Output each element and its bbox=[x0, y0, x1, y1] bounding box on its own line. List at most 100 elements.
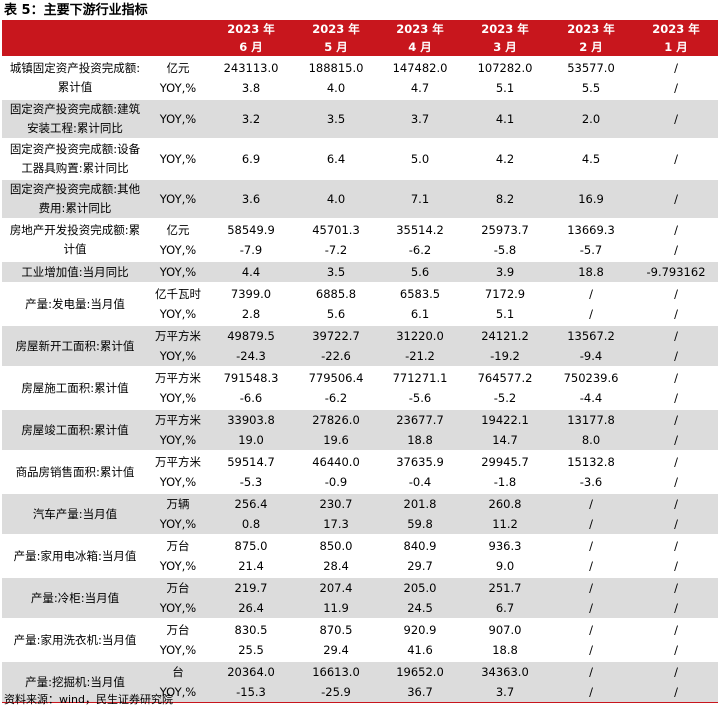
value-cell: 9.0 bbox=[495, 559, 515, 573]
value-cell: 58549.9 bbox=[227, 223, 275, 237]
value-cell: 779506.4 bbox=[308, 371, 364, 385]
unit-cell: 万台 bbox=[148, 577, 208, 598]
header-month: 3 月 bbox=[462, 38, 548, 57]
value-cell: 3.7 bbox=[378, 99, 462, 139]
value-cell: / bbox=[634, 179, 718, 219]
value-cell: / bbox=[674, 455, 678, 469]
indicator-label: 房屋新开工面积:累计值 bbox=[2, 325, 148, 367]
unit-cell: YOY,% bbox=[159, 475, 197, 489]
indicator-label: 产量:冷柜:当月值 bbox=[2, 577, 148, 619]
value-cell: / bbox=[634, 661, 718, 682]
value-cell: -21.2 bbox=[378, 346, 462, 367]
value-cell: 23677.7 bbox=[378, 409, 462, 430]
value-cell: 830.5 bbox=[234, 623, 268, 637]
value-cell: 6.7 bbox=[462, 598, 548, 619]
source-note: 资料来源：wind，民生证券研究院 bbox=[4, 693, 174, 706]
value-cell: 764577.2 bbox=[477, 371, 533, 385]
value-cell: 256.4 bbox=[208, 493, 294, 514]
value-cell: 11.9 bbox=[294, 598, 378, 619]
value-cell: 16.9 bbox=[548, 179, 634, 219]
value-cell: 840.9 bbox=[403, 539, 437, 553]
row-group: 房屋竣工面积:累计值 万平方米 33903.8 27826.0 23677.7 19422… bbox=[2, 409, 718, 451]
row-group: 固定资产投资完成额:建筑安装工程:累计同比 YOY,% 3.2 3.5 3.7 4.1 2.… bbox=[2, 99, 718, 139]
row-group: 固定资产投资完成额:其他费用:累计同比 YOY,% 3.6 4.0 7.1 8.2 16.9… bbox=[2, 179, 718, 219]
header-year: 2023 年 bbox=[462, 20, 548, 38]
value-cell: 205.0 bbox=[378, 577, 462, 598]
row-group: 房屋新开工面积:累计值 万平方米 49879.5 39722.7 31220.0 2412… bbox=[2, 325, 718, 367]
value-cell: 36.7 bbox=[378, 682, 462, 703]
value-cell: 260.8 bbox=[462, 493, 548, 514]
value-cell: 8.0 bbox=[548, 430, 634, 451]
header-year: 2023 年 bbox=[548, 20, 634, 38]
unit-cell: 亿元 bbox=[166, 61, 190, 75]
value-cell: 13567.2 bbox=[548, 325, 634, 346]
value-cell: -19.2 bbox=[462, 346, 548, 367]
value-cell: 107282.0 bbox=[477, 61, 533, 75]
unit-cell: YOY,% bbox=[148, 430, 208, 451]
value-cell: 34363.0 bbox=[462, 661, 548, 682]
value-cell: 5.6 bbox=[378, 261, 462, 283]
value-cell: 18.8 bbox=[378, 430, 462, 451]
value-cell: -0.9 bbox=[324, 475, 348, 489]
value-cell: -9.793162 bbox=[634, 261, 718, 283]
header-year: 2023 年 bbox=[294, 20, 378, 38]
value-cell: / bbox=[674, 475, 678, 489]
value-cell: / bbox=[634, 325, 718, 346]
value-cell: -15.3 bbox=[208, 682, 294, 703]
table-row: YOY,% 0.8 17.3 59.8 11.2// bbox=[2, 514, 718, 535]
value-cell: / bbox=[674, 61, 678, 75]
value-cell: 4.0 bbox=[294, 179, 378, 219]
header-year: 2023 年 bbox=[378, 20, 462, 38]
value-cell: 4.1 bbox=[462, 99, 548, 139]
value-cell: 920.9 bbox=[403, 623, 437, 637]
value-cell: 46440.0 bbox=[312, 455, 360, 469]
value-cell: 24.5 bbox=[378, 598, 462, 619]
value-cell: -6.2 bbox=[408, 243, 432, 257]
value-cell: 243113.0 bbox=[223, 61, 279, 75]
value-cell: 13177.8 bbox=[548, 409, 634, 430]
row-group: 房屋施工面积:累计值 万平方米 791548.3 779506.4 771271.1 76… bbox=[2, 367, 718, 409]
value-cell: 4.2 bbox=[495, 152, 515, 166]
indicator-label: 房地产开发投资完成额:累计值 bbox=[9, 223, 141, 256]
row-group: 汽车产量:当月值 万辆 256.4 230.7 201.8 260.8// YOY,% 0.8… bbox=[2, 493, 718, 535]
value-cell: 39722.7 bbox=[294, 325, 378, 346]
value-cell: 25.5 bbox=[238, 643, 264, 657]
header-month: 2 月 bbox=[548, 38, 634, 57]
value-cell: / bbox=[674, 81, 678, 95]
value-cell: -6.6 bbox=[239, 391, 263, 405]
unit-cell: YOY,% bbox=[148, 346, 208, 367]
value-cell: 3.9 bbox=[462, 261, 548, 283]
value-cell: 251.7 bbox=[462, 577, 548, 598]
value-cell: / bbox=[634, 346, 718, 367]
value-cell: 5.6 bbox=[326, 307, 346, 321]
table-row: 房屋竣工面积:累计值 万平方米 33903.8 27826.0 23677.7 19422… bbox=[2, 409, 718, 451]
row-group: 产量:家用洗衣机:当月值 万台 830.5 870.5 920.9 907.0// YOY,… bbox=[2, 619, 718, 661]
value-cell: / bbox=[674, 371, 678, 385]
value-cell: 3.5 bbox=[294, 99, 378, 139]
table-row: YOY,% -7.9 -7.2 -6.2 -5.8 -5.7 / bbox=[2, 240, 718, 261]
header-year: 2023 年 bbox=[208, 20, 294, 38]
value-cell: 19.6 bbox=[294, 430, 378, 451]
value-cell: -3.6 bbox=[579, 475, 603, 489]
value-cell: 5.1 bbox=[495, 307, 515, 321]
value-cell: 5.5 bbox=[581, 81, 601, 95]
value-cell: / bbox=[634, 598, 718, 619]
unit-cell: 万平方米 bbox=[148, 325, 208, 346]
indicator-label: 固定资产投资完成额:设备工器具购置:累计同比 bbox=[9, 142, 141, 175]
value-cell: 230.7 bbox=[294, 493, 378, 514]
value-cell: / bbox=[548, 514, 634, 535]
header-month: 4 月 bbox=[378, 38, 462, 57]
value-cell: / bbox=[548, 682, 634, 703]
value-cell: 29945.7 bbox=[481, 455, 529, 469]
table-row: 产量:发电量:当月值 亿千瓦时 7399.0 6885.8 6583.5 7172.9 / / bbox=[2, 283, 718, 311]
value-cell: 7.1 bbox=[378, 179, 462, 219]
unit-cell: YOY,% bbox=[148, 179, 208, 219]
value-cell: 4.5 bbox=[581, 152, 601, 166]
value-cell: 17.3 bbox=[294, 514, 378, 535]
value-cell: 53577.0 bbox=[567, 61, 615, 75]
value-cell: / bbox=[634, 99, 718, 139]
table-row: 房屋新开工面积:累计值 万平方米 49879.5 39722.7 31220.0 2412… bbox=[2, 325, 718, 367]
value-cell: 35514.2 bbox=[396, 223, 444, 237]
value-cell: / bbox=[674, 391, 678, 405]
